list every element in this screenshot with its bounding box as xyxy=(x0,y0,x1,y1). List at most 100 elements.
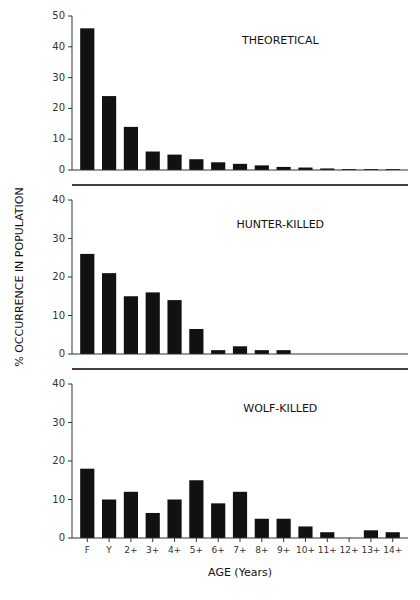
y-tick-label: 30 xyxy=(52,417,65,428)
y-tick xyxy=(68,238,72,239)
x-tick xyxy=(87,538,88,542)
y-tick xyxy=(68,200,72,201)
y-tick-label: 0 xyxy=(59,164,65,175)
bar xyxy=(386,532,400,538)
bar xyxy=(233,346,247,354)
y-tick xyxy=(68,461,72,462)
x-tick xyxy=(305,538,306,542)
y-tick-label: 10 xyxy=(52,133,65,144)
bar xyxy=(255,519,269,538)
x-tick xyxy=(283,538,284,542)
bar xyxy=(167,500,181,539)
y-tick-label: 50 xyxy=(52,10,65,21)
y-tick-label: 30 xyxy=(52,72,65,83)
x-tick xyxy=(349,538,350,542)
x-tick-label: 11+ xyxy=(318,545,337,555)
x-axis-label: AGE (Years) xyxy=(208,566,272,579)
bar xyxy=(211,162,225,170)
x-tick xyxy=(174,538,175,542)
y-tick xyxy=(68,354,72,355)
divider xyxy=(72,184,408,186)
x-axis-line xyxy=(72,169,408,170)
y-tick xyxy=(68,384,72,385)
bar xyxy=(233,492,247,538)
panel-label: WOLF-KILLED xyxy=(243,402,317,415)
x-tick-label: 14+ xyxy=(383,545,402,555)
bar xyxy=(80,28,94,170)
x-tick-label: Y xyxy=(105,545,112,555)
bars xyxy=(80,469,400,538)
y-tick-label: 10 xyxy=(52,310,65,321)
bar xyxy=(124,127,138,170)
y-tick xyxy=(68,422,72,423)
y-tick-label: 20 xyxy=(52,271,65,282)
x-tick-label: 9+ xyxy=(277,545,290,555)
y-tick xyxy=(68,77,72,78)
y-tick xyxy=(68,538,72,539)
bar xyxy=(189,329,203,354)
x-tick-label: 5+ xyxy=(190,545,203,555)
x-tick-label: F xyxy=(85,545,90,555)
bar xyxy=(80,254,94,354)
y-tick xyxy=(68,139,72,140)
x-tick xyxy=(261,538,262,542)
bar xyxy=(146,292,160,354)
y-tick-label: 40 xyxy=(52,41,65,52)
bar xyxy=(146,513,160,538)
y-tick-label: 40 xyxy=(52,194,65,205)
x-tick xyxy=(130,538,131,542)
y-tick xyxy=(68,170,72,171)
x-tick xyxy=(240,538,241,542)
bar xyxy=(211,503,225,538)
bar xyxy=(124,492,138,538)
x-tick-label: 6+ xyxy=(212,545,225,555)
bar xyxy=(102,273,116,354)
y-tick xyxy=(68,108,72,109)
x-tick-label: 12+ xyxy=(340,545,359,555)
bars xyxy=(80,28,400,170)
y-tick-label: 20 xyxy=(52,102,65,113)
y-tick-label: 30 xyxy=(52,233,65,244)
x-tick xyxy=(218,538,219,542)
bar xyxy=(167,300,181,354)
y-tick xyxy=(68,499,72,500)
x-tick xyxy=(196,538,197,542)
y-tick xyxy=(68,46,72,47)
y-tick xyxy=(68,315,72,316)
bar xyxy=(80,469,94,538)
x-tick-label: 4+ xyxy=(168,545,181,555)
bar xyxy=(189,159,203,170)
bar xyxy=(189,480,203,538)
y-tick-label: 10 xyxy=(52,494,65,505)
bar xyxy=(255,165,269,170)
panel-label: HUNTER-KILLED xyxy=(237,218,325,231)
panel: 010203040FY2+3+4+5+6+7+8+9+10+11+12+13+1… xyxy=(52,378,408,579)
x-tick xyxy=(392,538,393,542)
x-tick xyxy=(152,538,153,542)
bar xyxy=(124,296,138,354)
bar xyxy=(102,96,116,170)
x-tick-label: 3+ xyxy=(146,545,159,555)
bar xyxy=(233,164,247,170)
y-tick-label: 0 xyxy=(59,532,65,543)
bar xyxy=(146,152,160,170)
x-tick-label: 2+ xyxy=(124,545,137,555)
x-axis-line xyxy=(72,353,408,354)
x-tick-label: 8+ xyxy=(255,545,268,555)
divider xyxy=(72,368,408,370)
bar xyxy=(102,500,116,539)
bars xyxy=(80,254,291,354)
panel: 01020304050THEORETICAL xyxy=(52,10,408,175)
y-tick-label: 0 xyxy=(59,348,65,359)
y-axis-label: % OCCURRENCE IN POPULATION xyxy=(13,187,26,366)
y-tick xyxy=(68,16,72,17)
x-tick xyxy=(327,538,328,542)
y-axis-line xyxy=(72,16,73,170)
x-tick-label: 13+ xyxy=(361,545,380,555)
y-tick-label: 40 xyxy=(52,378,65,389)
x-tick xyxy=(370,538,371,542)
bar xyxy=(320,532,334,538)
chart: 01020304050THEORETICAL010203040HUNTER-KI… xyxy=(0,0,420,600)
bar xyxy=(277,519,291,538)
bar xyxy=(167,155,181,170)
